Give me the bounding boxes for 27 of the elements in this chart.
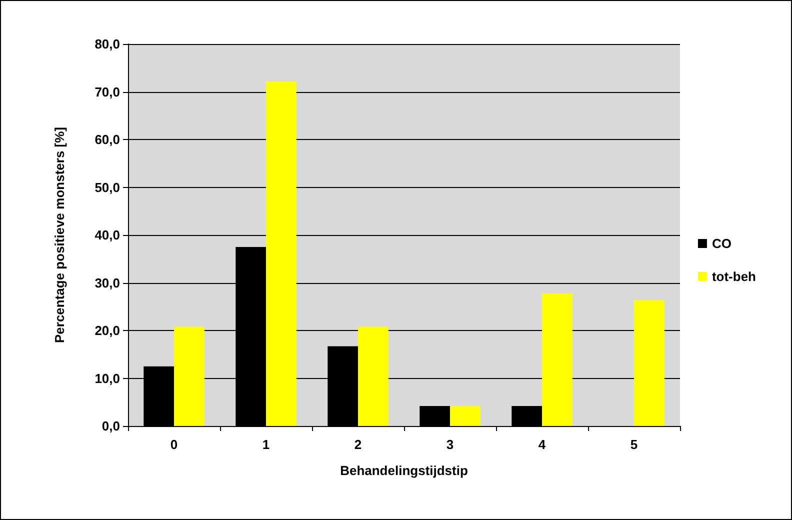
bar — [266, 81, 296, 426]
y-tick-label: 70,0 — [94, 84, 120, 100]
y-tick-label: 60,0 — [94, 132, 120, 147]
legend-label: CO — [712, 236, 732, 251]
x-tick-label: 4 — [538, 437, 546, 452]
y-tick-label: 10,0 — [94, 370, 120, 386]
bar — [542, 293, 572, 426]
x-tick-label: 0 — [170, 437, 178, 452]
bar — [358, 326, 388, 426]
y-tick-label: 40,0 — [94, 228, 120, 242]
bar — [634, 300, 664, 426]
legend-label: tot-beh — [712, 269, 756, 284]
bar — [512, 406, 542, 426]
y-tick-label: 80,0 — [94, 36, 120, 52]
bar — [174, 326, 204, 426]
x-tick-label: 5 — [630, 437, 638, 452]
x-axis-title: Behandelingstijdstip — [340, 463, 468, 478]
y-tick-label: 0,0 — [102, 418, 120, 434]
x-tick-label: 3 — [446, 437, 454, 452]
x-tick-label: 1 — [262, 437, 270, 452]
bar — [450, 406, 480, 426]
y-tick-label: 20,0 — [94, 323, 120, 338]
bar — [420, 406, 450, 426]
y-tick-label: 50,0 — [94, 180, 120, 195]
y-tick-label: 30,0 — [94, 275, 120, 290]
x-tick-label: 2 — [354, 437, 362, 452]
y-axis-title: Percentage positieve monsters [%] — [52, 126, 67, 344]
